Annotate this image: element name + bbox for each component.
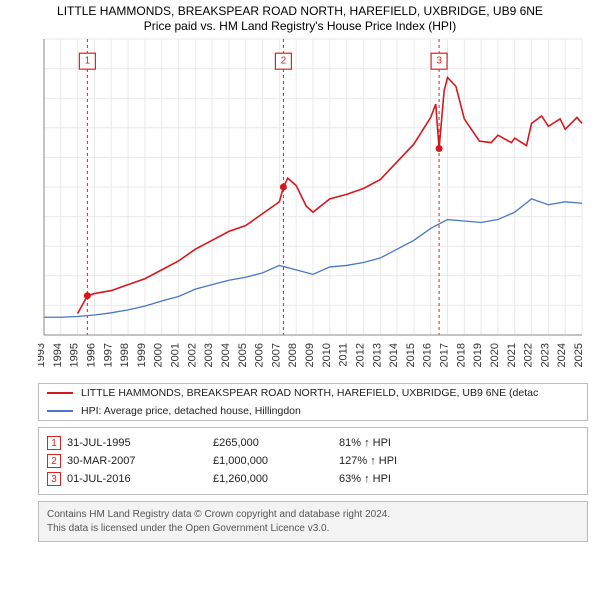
chart-title-line2: Price paid vs. HM Land Registry's House …: [0, 19, 600, 35]
transaction-row: 2 30-MAR-2007 £1,000,000 127% ↑ HPI: [47, 452, 579, 470]
svg-text:2001: 2001: [170, 343, 182, 367]
transaction-pct: 127% ↑ HPI: [339, 455, 439, 467]
svg-text:1997: 1997: [102, 343, 114, 367]
transaction-row: 3 01-JUL-2016 £1,260,000 63% ↑ HPI: [47, 470, 579, 488]
transaction-pct: 63% ↑ HPI: [339, 473, 439, 485]
transaction-price: £1,000,000: [213, 455, 333, 467]
svg-text:2012: 2012: [354, 343, 366, 367]
transaction-pct: 81% ↑ HPI: [339, 437, 439, 449]
svg-text:2000: 2000: [153, 343, 165, 367]
svg-text:2024: 2024: [556, 343, 568, 367]
svg-text:2005: 2005: [237, 343, 249, 367]
chart-title-line1: LITTLE HAMMONDS, BREAKSPEAR ROAD NORTH, …: [0, 0, 600, 19]
attribution-footer: Contains HM Land Registry data © Crown c…: [38, 501, 588, 542]
legend-label-hpi: HPI: Average price, detached house, Hill…: [81, 405, 301, 417]
svg-text:2007: 2007: [270, 343, 282, 367]
transaction-row: 1 31-JUL-1995 £265,000 81% ↑ HPI: [47, 434, 579, 452]
svg-text:1995: 1995: [69, 343, 81, 367]
transaction-marker-1: 1: [47, 436, 61, 450]
svg-text:2023: 2023: [539, 343, 551, 367]
transaction-marker-3: 3: [47, 472, 61, 486]
svg-text:2008: 2008: [287, 343, 299, 367]
transaction-date: 30-MAR-2007: [67, 455, 207, 467]
transaction-marker-2: 2: [47, 454, 61, 468]
svg-text:1: 1: [85, 56, 91, 67]
svg-text:2011: 2011: [338, 343, 350, 367]
svg-text:2015: 2015: [405, 343, 417, 367]
svg-text:2003: 2003: [203, 343, 215, 367]
svg-text:2020: 2020: [489, 343, 501, 367]
svg-text:2010: 2010: [321, 343, 333, 367]
transaction-date: 31-JUL-1995: [67, 437, 207, 449]
svg-text:1994: 1994: [52, 343, 64, 367]
svg-text:1999: 1999: [136, 343, 148, 367]
transaction-date: 01-JUL-2016: [67, 473, 207, 485]
legend: LITTLE HAMMONDS, BREAKSPEAR ROAD NORTH, …: [38, 383, 588, 421]
svg-text:2002: 2002: [186, 343, 198, 367]
transactions-table: 1 31-JUL-1995 £265,000 81% ↑ HPI 2 30-MA…: [38, 427, 588, 495]
footer-line-1: Contains HM Land Registry data © Crown c…: [47, 508, 579, 522]
legend-item-hpi: HPI: Average price, detached house, Hill…: [39, 402, 587, 420]
svg-text:1996: 1996: [85, 343, 97, 367]
svg-text:2009: 2009: [304, 343, 316, 367]
svg-text:1993: 1993: [38, 343, 47, 367]
svg-text:2017: 2017: [439, 343, 451, 367]
svg-text:2: 2: [281, 56, 287, 67]
svg-text:2014: 2014: [388, 343, 400, 367]
svg-text:2013: 2013: [371, 343, 383, 367]
price-chart: £0£200K£400K£600K£800K£1M£1.2M£1.4M£1.6M…: [38, 35, 588, 375]
svg-text:2004: 2004: [220, 343, 232, 367]
svg-text:2018: 2018: [455, 343, 467, 367]
svg-text:2006: 2006: [254, 343, 266, 367]
svg-text:1998: 1998: [119, 343, 131, 367]
transaction-price: £265,000: [213, 437, 333, 449]
transaction-price: £1,260,000: [213, 473, 333, 485]
legend-label-property: LITTLE HAMMONDS, BREAKSPEAR ROAD NORTH, …: [81, 387, 538, 399]
svg-text:2025: 2025: [573, 343, 585, 367]
svg-text:2019: 2019: [472, 343, 484, 367]
legend-swatch-property: [47, 392, 73, 394]
legend-item-property: LITTLE HAMMONDS, BREAKSPEAR ROAD NORTH, …: [39, 384, 587, 402]
svg-text:2022: 2022: [523, 343, 535, 367]
legend-swatch-hpi: [47, 410, 73, 412]
footer-line-2: This data is licensed under the Open Gov…: [47, 522, 579, 536]
svg-text:2021: 2021: [506, 343, 518, 367]
svg-text:2016: 2016: [422, 343, 434, 367]
svg-text:3: 3: [436, 56, 442, 67]
